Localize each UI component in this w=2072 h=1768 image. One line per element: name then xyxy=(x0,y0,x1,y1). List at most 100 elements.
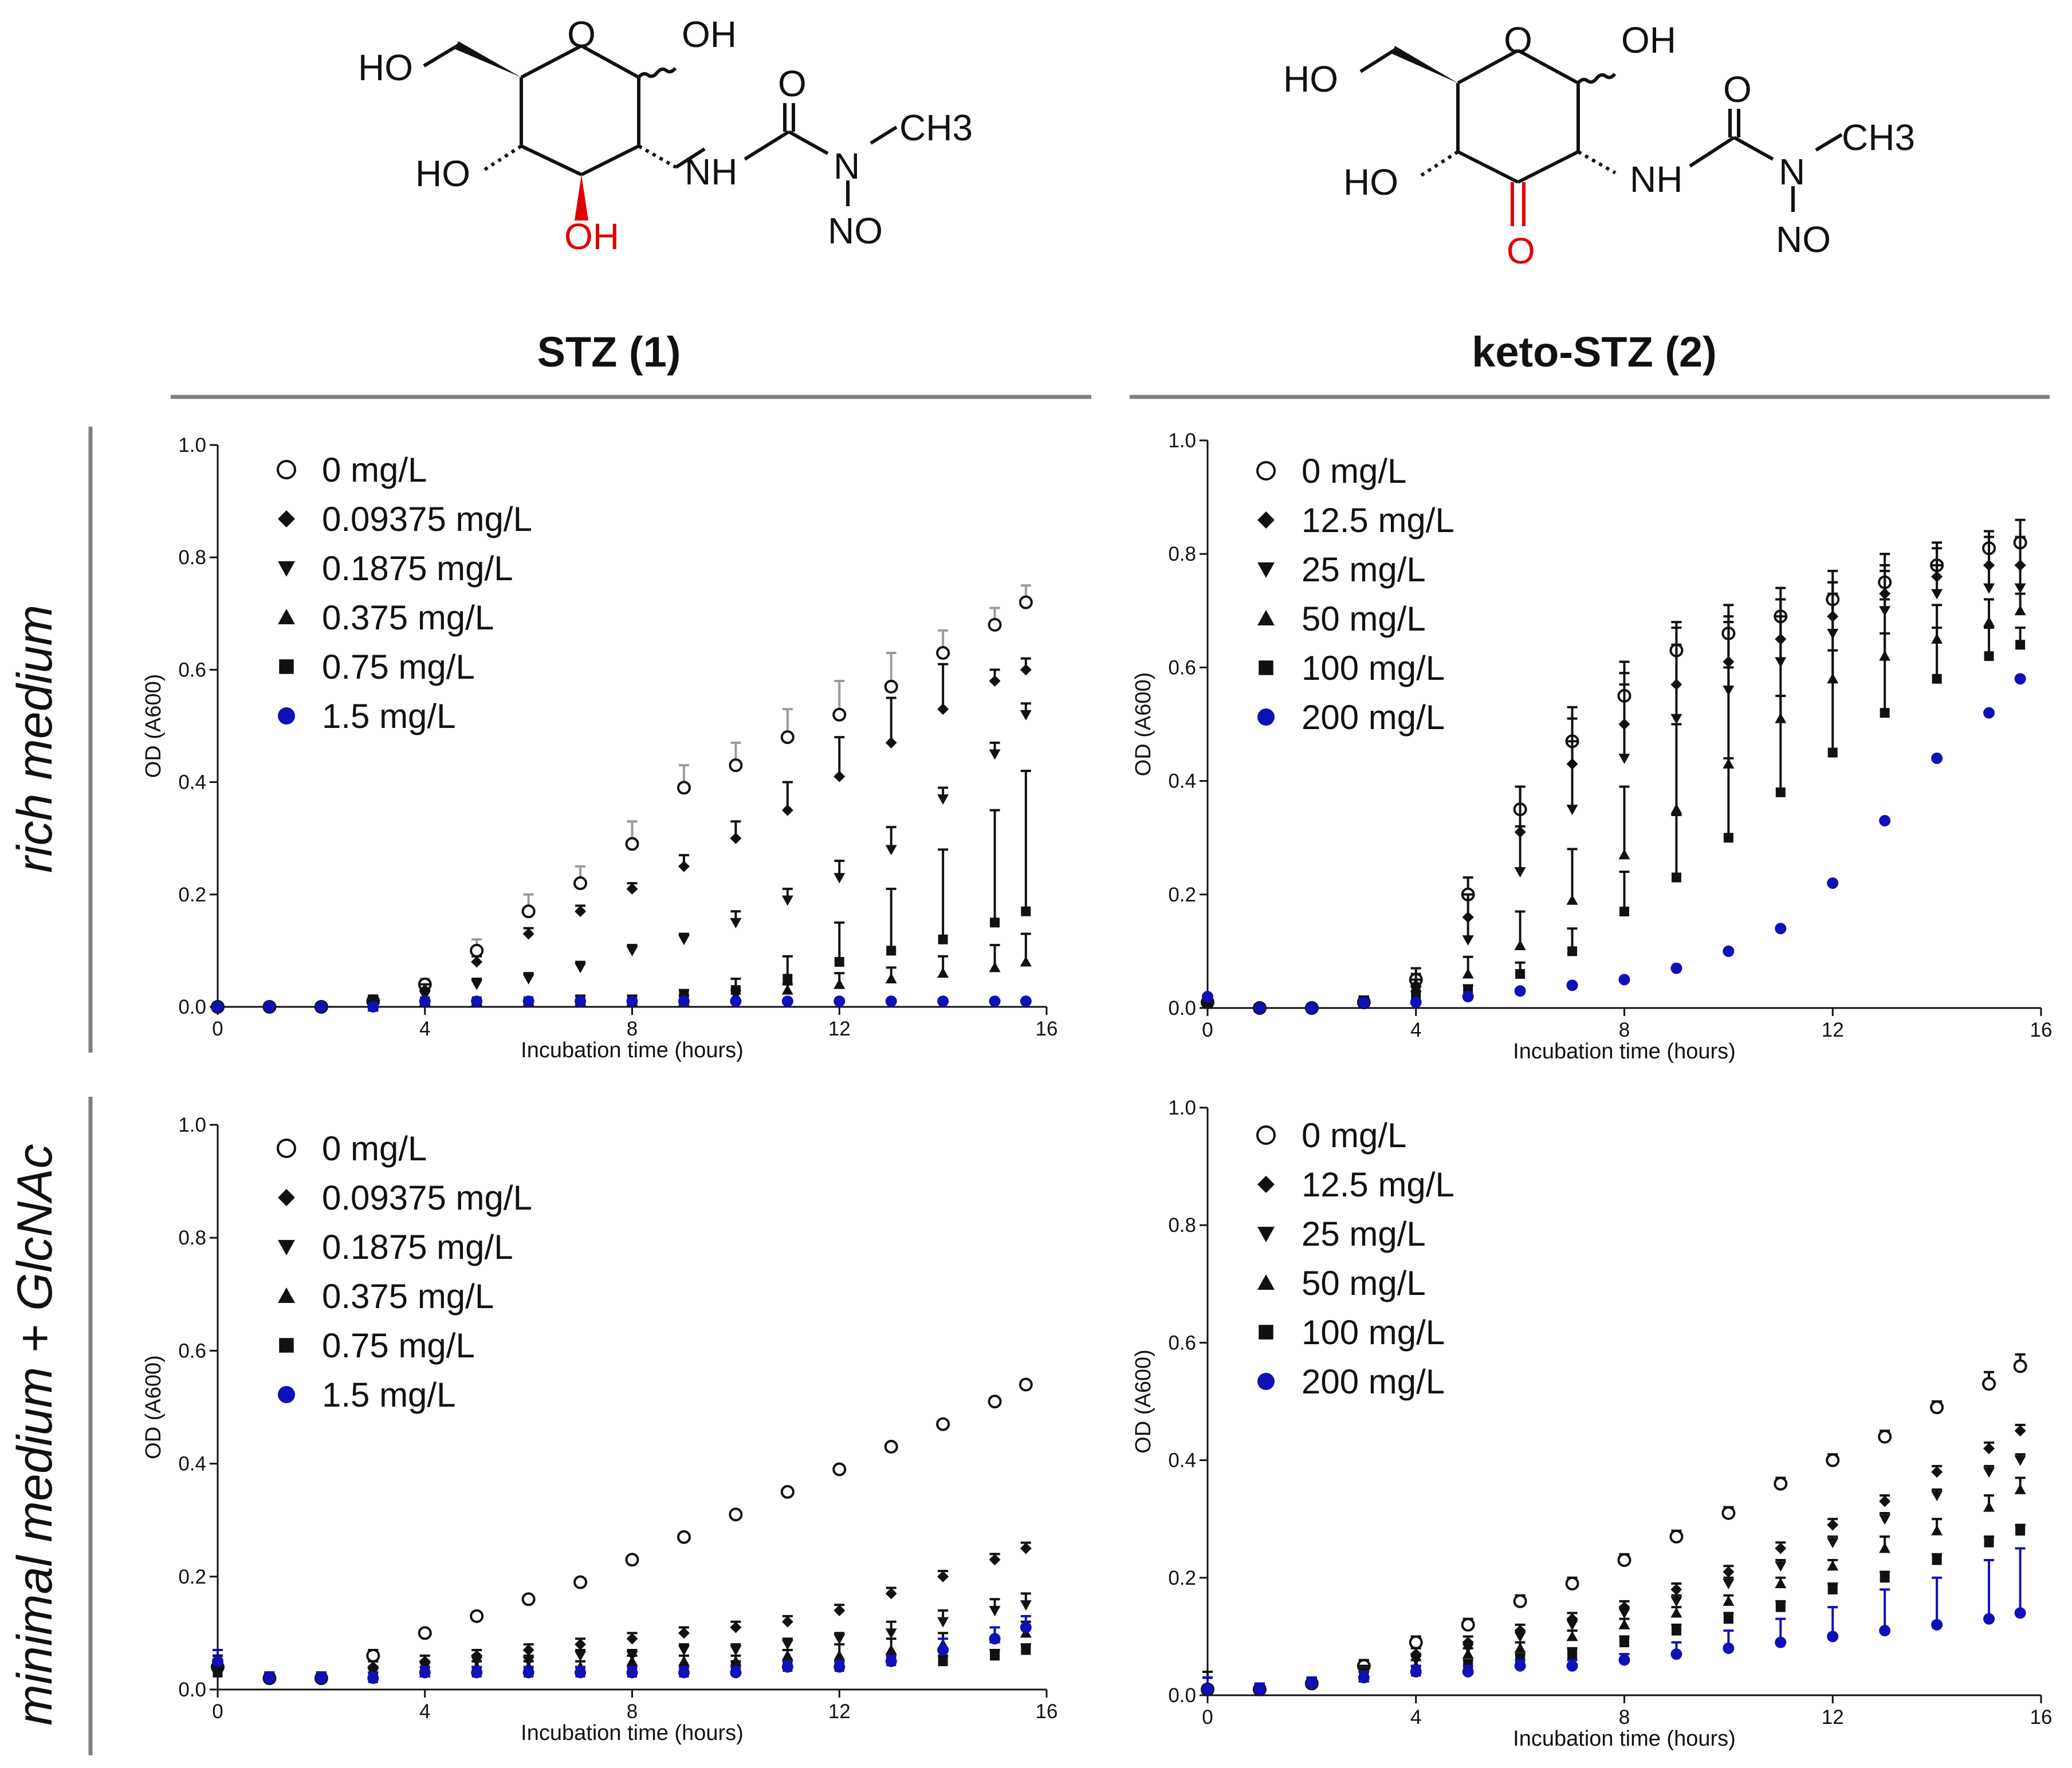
data-point xyxy=(1880,1573,1890,1583)
data-point xyxy=(781,804,793,816)
data-point xyxy=(522,1644,534,1656)
data-point xyxy=(575,963,587,974)
data-point xyxy=(1306,1002,1318,1014)
data-point xyxy=(1931,1491,1943,1502)
data-point xyxy=(1723,1595,1735,1606)
data-point xyxy=(522,995,534,1007)
data-point xyxy=(1567,1649,1578,1659)
data-point xyxy=(1021,1645,1031,1655)
data-point xyxy=(832,707,847,722)
legend-marker xyxy=(1256,461,1276,481)
data-point xyxy=(1253,1002,1265,1014)
x-axis-label: Incubation time (hours) xyxy=(1513,1727,1736,1751)
data-point xyxy=(730,985,741,995)
data-point xyxy=(1827,1631,1839,1643)
data-point xyxy=(781,1616,793,1628)
data-point xyxy=(989,675,1001,687)
data-point xyxy=(1617,1553,1631,1568)
data-point xyxy=(936,645,950,660)
data-point xyxy=(1930,1400,1944,1415)
data-point xyxy=(730,918,742,928)
data-point xyxy=(1618,1608,1630,1619)
x-axis-label: Incubation time (hours) xyxy=(1513,1039,1736,1064)
x-axis-label: Incubation time (hours) xyxy=(521,1038,744,1062)
data-point xyxy=(264,1672,276,1684)
legend-marker xyxy=(278,561,295,577)
x-tick-label: 8 xyxy=(1619,1019,1630,1041)
column-title-keto-stz: keto-STZ (2) xyxy=(1472,328,1717,376)
legend-marker xyxy=(277,1139,296,1158)
data-point xyxy=(470,943,484,958)
data-point xyxy=(1020,710,1032,720)
legend-marker xyxy=(1257,562,1275,578)
data-point xyxy=(471,995,483,1007)
chart-keto-stz-minimal-medium: 0.0 0.2 0.4 0.6 0.8 1.0 0 4 8 12 16 Incubation time… xyxy=(1131,1097,2052,1751)
legend-marker xyxy=(1259,660,1273,675)
stz-nh: NH xyxy=(685,151,737,192)
data-point xyxy=(678,935,690,946)
data-point xyxy=(1567,946,1578,956)
y-tick-label: 0.4 xyxy=(178,771,206,794)
data-point xyxy=(1670,1648,1682,1660)
data-point xyxy=(1671,1625,1681,1636)
data-point xyxy=(2014,583,2026,594)
legend-marker xyxy=(278,1386,295,1403)
data-point xyxy=(834,957,844,967)
y-axis-label: OD (A600) xyxy=(141,674,166,778)
data-point xyxy=(1931,589,1943,600)
data-point xyxy=(1879,814,1891,826)
data-point xyxy=(937,703,949,715)
y-tick-label: 0.8 xyxy=(1168,543,1196,565)
data-point xyxy=(626,1667,638,1679)
data-point xyxy=(1670,1596,1682,1607)
data-point xyxy=(1514,1642,1526,1653)
data-point xyxy=(1020,995,1032,1007)
data-point xyxy=(1775,1636,1787,1648)
data-point xyxy=(471,956,483,968)
data-point xyxy=(678,995,690,1007)
data-point xyxy=(886,946,897,956)
x-tick-label: 8 xyxy=(627,1700,638,1723)
data-point xyxy=(1670,1607,1682,1618)
data-point xyxy=(1461,1617,1475,1632)
data-point xyxy=(1566,1660,1578,1672)
data-point xyxy=(1931,1619,1943,1631)
data-point xyxy=(989,995,1001,1007)
data-point xyxy=(1775,1542,1787,1554)
data-point xyxy=(730,832,742,844)
stz-anomeric-oh: OH xyxy=(682,14,737,55)
series-0-75-mg-l xyxy=(213,1643,1031,1683)
data-point xyxy=(937,1617,949,1628)
data-point xyxy=(936,1417,950,1431)
data-point xyxy=(1670,1584,1682,1596)
data-point xyxy=(575,1651,587,1661)
stz-c4-ho: HO xyxy=(415,153,470,194)
data-point xyxy=(781,895,793,906)
data-point xyxy=(1775,1578,1787,1589)
data-point xyxy=(1515,969,1526,979)
data-point xyxy=(2014,1483,2026,1494)
legend-marker xyxy=(278,510,295,527)
data-point xyxy=(626,883,638,895)
data-point xyxy=(781,984,793,995)
data-point xyxy=(1878,1430,1892,1444)
data-point xyxy=(1723,1566,1735,1578)
data-point xyxy=(1618,974,1630,986)
y-tick-label: 0.6 xyxy=(178,1340,206,1362)
data-point xyxy=(470,1609,484,1623)
series-200-mg-l xyxy=(1202,1547,2026,1695)
data-point xyxy=(212,1001,223,1013)
data-point xyxy=(213,1667,223,1678)
data-point xyxy=(677,781,691,795)
stz-nitroso: NO xyxy=(828,210,883,251)
data-point xyxy=(2013,1359,2027,1373)
data-point xyxy=(678,1667,690,1679)
data-point xyxy=(1566,979,1578,991)
data-point xyxy=(729,758,743,773)
legend: 0 mg/L 0.09375 mg/L 0.1875 mg/L 0.375 mg/L 0… xyxy=(277,1129,532,1414)
data-point xyxy=(1827,877,1839,889)
data-point xyxy=(2014,605,2026,616)
y-tick-label: 0.0 xyxy=(1168,997,1196,1019)
data-point xyxy=(1462,968,1474,979)
stz-methyl: CH3 xyxy=(899,107,973,148)
